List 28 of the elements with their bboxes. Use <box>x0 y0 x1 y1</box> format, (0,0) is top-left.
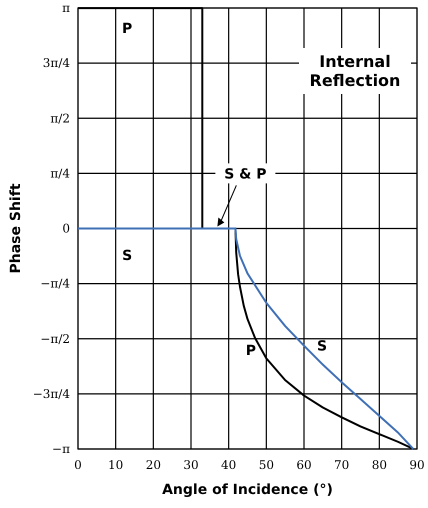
x-tick-label: 0 <box>74 458 82 472</box>
y-tick-label: −π/4 <box>40 276 70 291</box>
y-tick-label: −π <box>52 442 70 456</box>
y-tick-label: π/2 <box>50 111 70 126</box>
x-tick-label: 30 <box>183 458 199 472</box>
y-tick-label: π <box>62 1 70 15</box>
y-tick-label: −π/2 <box>40 332 70 346</box>
x-tick-label: 90 <box>409 458 425 472</box>
y-tick-label: 0 <box>62 222 70 236</box>
x-tick-label: 50 <box>258 458 274 472</box>
x-tick-label: 10 <box>108 458 124 472</box>
line-series <box>77 228 414 450</box>
x-tick-label: 40 <box>221 458 236 472</box>
y-tick-label: −3π/4 <box>32 386 70 401</box>
annotation: S & P <box>224 166 267 182</box>
y-tick-label: 3π/4 <box>42 56 70 70</box>
x-tick-label: 60 <box>296 458 312 472</box>
text: S <box>122 248 132 264</box>
y-axis-title: Phase Shift <box>8 183 24 274</box>
x-tick-label: 80 <box>372 458 387 472</box>
annotation: Internal Reflection <box>310 52 400 90</box>
x-tick-label: 70 <box>334 458 350 472</box>
series-label: S <box>317 338 328 354</box>
series-label: P <box>246 342 256 359</box>
y-tick-label: π/4 <box>50 166 70 180</box>
text: P <box>122 20 132 37</box>
x-tick-label: 20 <box>146 458 161 472</box>
x-axis-title: Angle of Incidence (°) <box>162 482 333 498</box>
